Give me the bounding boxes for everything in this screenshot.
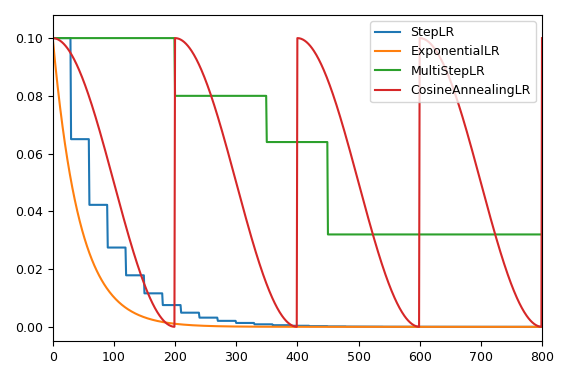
MultiStepLR xyxy=(178,94,185,98)
MultiStepLR xyxy=(324,232,331,237)
StepLR xyxy=(539,324,546,329)
StepLR xyxy=(116,245,122,250)
MultiStepLR xyxy=(360,232,366,237)
CosineAnnealingLR xyxy=(539,36,546,41)
ExponentialLR xyxy=(50,36,56,41)
ExponentialLR xyxy=(116,300,122,304)
CosineAnnealingLR xyxy=(534,324,541,328)
ExponentialLR xyxy=(121,304,127,309)
MultiStepLR xyxy=(534,232,541,237)
CosineAnnealingLR xyxy=(360,196,366,200)
StepLR xyxy=(359,324,366,329)
ExponentialLR xyxy=(539,324,546,329)
MultiStepLR xyxy=(272,140,279,144)
CosineAnnealingLR xyxy=(116,198,122,203)
Line: MultiStepLR: MultiStepLR xyxy=(53,38,542,235)
StepLR xyxy=(178,310,185,315)
Line: ExponentialLR: ExponentialLR xyxy=(53,38,542,327)
CosineAnnealingLR xyxy=(179,38,186,43)
CosineAnnealingLR xyxy=(50,36,56,41)
StepLR xyxy=(526,324,533,329)
StepLR xyxy=(121,245,127,250)
ExponentialLR xyxy=(534,324,541,329)
CosineAnnealingLR xyxy=(273,303,279,308)
CosineAnnealingLR xyxy=(121,218,127,223)
ExponentialLR xyxy=(178,322,185,327)
MultiStepLR xyxy=(121,36,127,41)
ExponentialLR xyxy=(359,324,366,329)
Legend: StepLR, ExponentialLR, MultiStepLR, CosineAnnealingLR: StepLR, ExponentialLR, MultiStepLR, Cosi… xyxy=(370,21,536,102)
Line: StepLR: StepLR xyxy=(53,38,542,327)
StepLR xyxy=(272,323,279,327)
MultiStepLR xyxy=(50,36,56,41)
StepLR xyxy=(50,36,56,41)
MultiStepLR xyxy=(116,36,122,41)
CosineAnnealingLR xyxy=(171,324,178,329)
MultiStepLR xyxy=(539,232,546,237)
StepLR xyxy=(534,324,541,329)
Line: CosineAnnealingLR: CosineAnnealingLR xyxy=(53,38,542,327)
ExponentialLR xyxy=(272,324,279,329)
